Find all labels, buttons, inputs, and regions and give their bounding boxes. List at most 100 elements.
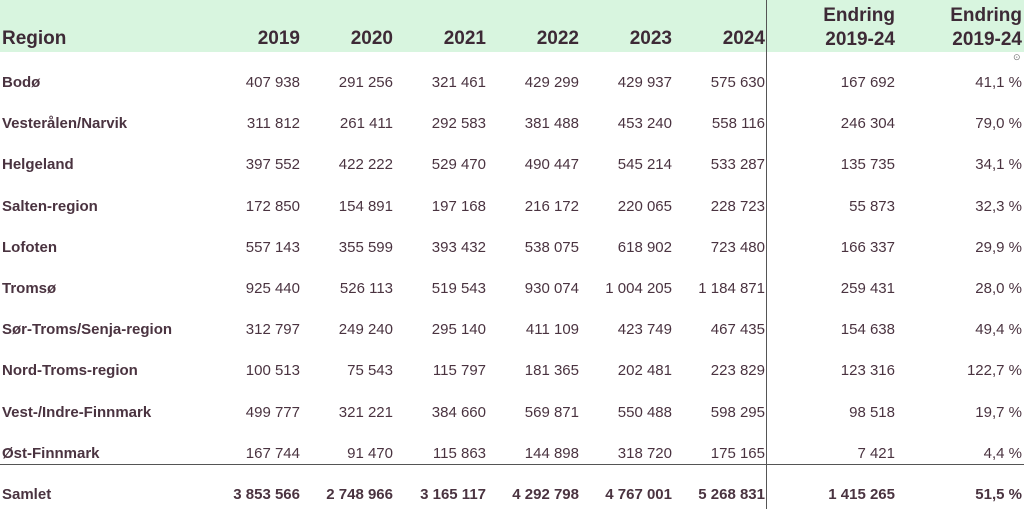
table-cell: 930 074 <box>524 280 579 297</box>
table-cell: 1 004 205 <box>605 280 672 297</box>
table-cell: 292 583 <box>431 115 486 132</box>
column-header-change-pct: Endring <box>950 5 1022 26</box>
table-cell: 291 256 <box>338 74 393 91</box>
table-cell: 453 240 <box>617 115 672 132</box>
table-cell: 569 871 <box>524 404 579 421</box>
table-cell: 311 812 <box>246 115 300 132</box>
table-cell-pct: 34,1 % <box>975 156 1022 173</box>
table-cell: 411 109 <box>525 321 579 338</box>
total-cell: 2 748 966 <box>326 486 393 503</box>
table-cell: 202 481 <box>617 362 672 379</box>
table-cell-pct: 122,7 % <box>966 362 1022 379</box>
total-cell-change: 1 415 265 <box>828 486 895 503</box>
table-cell: 154 891 <box>338 198 393 215</box>
column-header-year: 2020 <box>350 28 393 49</box>
column-header-change: 2019-24 <box>825 29 895 50</box>
table-cell: 422 222 <box>338 156 393 173</box>
table-cell-pct: 4,4 % <box>983 445 1022 462</box>
table-cell-change: 98 518 <box>849 404 895 421</box>
table-cell: 175 165 <box>710 445 765 462</box>
header-row <box>0 0 1024 52</box>
row-region-label: Vesterålen/Narvik <box>2 115 128 132</box>
table-cell: 216 172 <box>524 198 579 215</box>
table-cell: 295 140 <box>431 321 486 338</box>
table-cell: 545 214 <box>617 156 672 173</box>
table-cell: 261 411 <box>339 115 393 132</box>
column-header-year: 2023 <box>629 28 672 49</box>
table-cell: 100 513 <box>245 362 300 379</box>
table-cell: 197 168 <box>431 198 486 215</box>
total-cell: 4 767 001 <box>605 486 672 503</box>
table-cell: 598 295 <box>710 404 765 421</box>
row-region-label: Sør-Troms/Senja-region <box>2 321 173 338</box>
table-cell-change: 154 638 <box>840 321 895 338</box>
table-cell: 223 829 <box>710 362 765 379</box>
table-cell: 538 075 <box>524 239 579 256</box>
table-cell: 529 470 <box>431 156 486 173</box>
table-cell: 526 113 <box>339 280 393 297</box>
table-cell: 925 440 <box>245 280 300 297</box>
table-cell: 557 143 <box>245 239 300 256</box>
table-cell: 321 461 <box>431 74 486 91</box>
table-cell-pct: 28,0 % <box>975 280 1022 297</box>
table-cell: 550 488 <box>617 404 672 421</box>
table-cell-pct: 79,0 % <box>975 115 1022 132</box>
table-cell: 467 435 <box>710 321 765 338</box>
table-cell: 91 470 <box>347 445 393 462</box>
table-cell-change: 55 873 <box>849 198 895 215</box>
table-cell: 115 863 <box>432 445 486 462</box>
row-region-label: Lofoten <box>2 239 57 256</box>
row-region-label: Bodø <box>2 74 41 91</box>
table-cell: 429 299 <box>524 74 579 91</box>
table-cell: 220 065 <box>617 198 672 215</box>
table-cell: 423 749 <box>617 321 672 338</box>
table-cell: 318 720 <box>617 445 672 462</box>
column-header-year: 2019 <box>257 28 300 49</box>
table-cell-pct: 49,4 % <box>975 321 1022 338</box>
resize-handle-icon: ⊙ <box>1013 52 1021 62</box>
column-header-year: 2021 <box>443 28 486 49</box>
table-cell: 172 850 <box>245 198 300 215</box>
table-cell: 723 480 <box>710 239 765 256</box>
row-region-label: Nord-Troms-region <box>2 362 138 379</box>
column-header-year: 2024 <box>722 28 765 49</box>
table-cell: 355 599 <box>338 239 393 256</box>
table-cell: 499 777 <box>245 404 300 421</box>
table-cell: 228 723 <box>710 198 765 215</box>
table-cell-change: 259 431 <box>840 280 895 297</box>
table-cell-pct: 29,9 % <box>975 239 1022 256</box>
column-header-change-pct: 2019-24 <box>952 29 1022 50</box>
column-header-region: Region <box>2 28 67 49</box>
table-cell: 519 543 <box>431 280 486 297</box>
row-region-label: Øst-Finnmark <box>2 445 100 462</box>
table-cell: 144 898 <box>524 445 579 462</box>
table-cell-change: 166 337 <box>840 239 895 256</box>
table-cell: 407 938 <box>245 74 300 91</box>
table-cell: 381 488 <box>524 115 579 132</box>
table-cell-pct: 41,1 % <box>975 74 1022 91</box>
row-region-label: Vest-/Indre-Finnmark <box>2 404 152 421</box>
table-cell: 558 116 <box>711 115 765 132</box>
row-region-label: Helgeland <box>2 156 74 173</box>
total-cell: 5 268 831 <box>698 486 765 503</box>
table-cell: 533 287 <box>710 156 765 173</box>
table-cell-pct: 19,7 % <box>975 404 1022 421</box>
table-cell: 575 630 <box>710 74 765 91</box>
table-cell-change: 135 735 <box>840 156 895 173</box>
table-cell-pct: 32,3 % <box>975 198 1022 215</box>
table-cell: 618 902 <box>617 239 672 256</box>
column-header-change: Endring <box>823 5 895 26</box>
table-cell: 397 552 <box>245 156 300 173</box>
table-cell: 75 543 <box>347 362 393 379</box>
row-region-label: Salten-region <box>2 198 98 215</box>
total-cell: 3 165 117 <box>420 486 486 503</box>
table-cell: 384 660 <box>431 404 486 421</box>
column-divider <box>766 0 767 509</box>
table-cell: 167 744 <box>245 445 300 462</box>
total-cell: 3 853 566 <box>233 486 300 503</box>
column-header-year: 2022 <box>536 28 579 49</box>
table-cell: 490 447 <box>524 156 579 173</box>
table-cell: 312 797 <box>245 321 300 338</box>
total-cell-pct: 51,5 % <box>975 486 1022 503</box>
